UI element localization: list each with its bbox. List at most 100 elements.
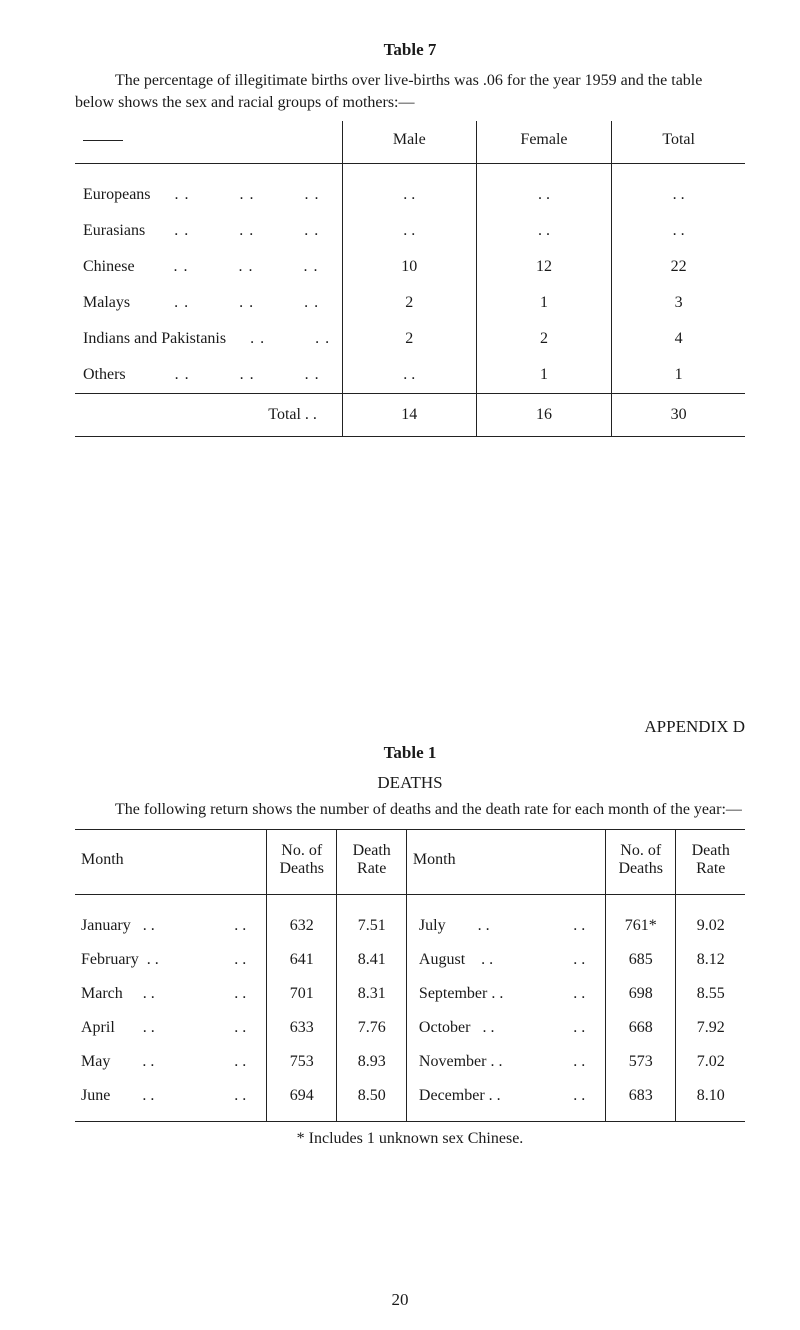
table-row: Chinese . . . . . . 10 12 22 xyxy=(75,249,745,285)
t7-hdr-female: Female xyxy=(476,121,612,164)
table-row: January . . . . 632 7.51 July . . . . 76… xyxy=(75,894,745,943)
t1-no: 685 xyxy=(605,943,675,977)
dots: . . xyxy=(567,1011,605,1045)
dots: . . xyxy=(567,1079,605,1122)
t1-month: February . . xyxy=(75,943,228,977)
t7-female: 12 xyxy=(476,249,612,285)
t7-hdr-blank xyxy=(75,121,342,164)
t7-male: 2 xyxy=(342,285,476,321)
table-row: March . . . . 701 8.31 September . . . .… xyxy=(75,977,745,1011)
table-row: Malays . . . . . . 2 1 3 xyxy=(75,285,745,321)
t1-month: May . . xyxy=(75,1045,228,1079)
t1-no: 633 xyxy=(266,1011,336,1045)
t7-male: . . xyxy=(342,213,476,249)
t7-female: 1 xyxy=(476,285,612,321)
t7-total-male: 14 xyxy=(342,394,476,437)
t1-no: 573 xyxy=(605,1045,675,1079)
t1-no: 694 xyxy=(266,1079,336,1122)
t7-male: 2 xyxy=(342,321,476,357)
t7-female: 2 xyxy=(476,321,612,357)
table-row: Indians and Pakistanis . . . . 2 2 4 xyxy=(75,321,745,357)
t7-total-female: 16 xyxy=(476,394,612,437)
dots: . . xyxy=(228,1079,266,1122)
page-number: 20 xyxy=(0,1290,800,1310)
table-row: May . . . . 753 8.93 November . . . . 57… xyxy=(75,1045,745,1079)
t7-male: . . xyxy=(342,164,476,214)
t1-month: June . . xyxy=(75,1079,228,1122)
table1-footnote: * Includes 1 unknown sex Chinese. xyxy=(75,1121,745,1154)
t1-month: March . . xyxy=(75,977,228,1011)
dots: . . xyxy=(228,1011,266,1045)
t1-rate: 7.76 xyxy=(337,1011,406,1045)
t1-no: 641 xyxy=(266,943,336,977)
t7-hdr-total: Total xyxy=(612,121,745,164)
t1-hdr-month-r: Month xyxy=(406,829,605,894)
table-row: Eurasians . . . . . . . . . . . . xyxy=(75,213,745,249)
appendix-label: APPENDIX D xyxy=(75,717,745,737)
dots: . . xyxy=(567,977,605,1011)
t1-month: August . . xyxy=(406,943,567,977)
t1-hdr-month-l: Month xyxy=(75,829,266,894)
table7-title: Table 7 xyxy=(75,40,745,60)
page: Table 7 The percentage of illegitimate b… xyxy=(0,0,800,1330)
t7-label: Chinese . . . . . . xyxy=(75,249,342,285)
t1-month: September . . xyxy=(406,977,567,1011)
t7-total: 1 xyxy=(612,357,745,394)
t1-month: December . . xyxy=(406,1079,567,1122)
t1-no: 683 xyxy=(605,1079,675,1122)
t1-rate: 8.31 xyxy=(337,977,406,1011)
t1-month: October . . xyxy=(406,1011,567,1045)
t1-month: November . . xyxy=(406,1045,567,1079)
t7-female: . . xyxy=(476,164,612,214)
dots: . . xyxy=(228,977,266,1011)
t1-rate: 9.02 xyxy=(676,894,745,943)
t1-rate: 7.92 xyxy=(676,1011,745,1045)
t1-hdr-rate-r: DeathRate xyxy=(676,829,745,894)
table-row: Others . . . . . . . . 1 1 xyxy=(75,357,745,394)
t7-label: Indians and Pakistanis . . . . xyxy=(75,321,342,357)
t1-rate: 7.02 xyxy=(676,1045,745,1079)
t1-no: 753 xyxy=(266,1045,336,1079)
t7-total: 22 xyxy=(612,249,745,285)
t1-rate: 8.50 xyxy=(337,1079,406,1122)
table7: Male Female Total Europeans . . . . . . … xyxy=(75,121,745,437)
t1-hdr-no-r: No. ofDeaths xyxy=(605,829,675,894)
t1-no: 701 xyxy=(266,977,336,1011)
t1-rate: 8.41 xyxy=(337,943,406,977)
table1: Month No. ofDeaths DeathRate Month No. o… xyxy=(75,829,745,1154)
t1-rate: 7.51 xyxy=(337,894,406,943)
t1-rate: 8.10 xyxy=(676,1079,745,1122)
t7-total-row: Total . . 14 16 30 xyxy=(75,394,745,437)
t7-label: Malays . . . . . . xyxy=(75,285,342,321)
table1-title: Table 1 xyxy=(75,743,745,763)
dots: . . xyxy=(567,1045,605,1079)
t7-label: Others . . . . . . xyxy=(75,357,342,394)
t7-total-total: 30 xyxy=(612,394,745,437)
t1-rate: 8.93 xyxy=(337,1045,406,1079)
t7-hdr-male: Male xyxy=(342,121,476,164)
t7-female: . . xyxy=(476,213,612,249)
t7-total: . . xyxy=(612,213,745,249)
t1-no: 668 xyxy=(605,1011,675,1045)
t1-month: January . . xyxy=(75,894,228,943)
t7-label: Eurasians . . . . . . xyxy=(75,213,342,249)
table-row: April . . . . 633 7.76 October . . . . 6… xyxy=(75,1011,745,1045)
table-row: February . . . . 641 8.41 August . . . .… xyxy=(75,943,745,977)
t7-total: 3 xyxy=(612,285,745,321)
t1-no: 632 xyxy=(266,894,336,943)
t7-female: 1 xyxy=(476,357,612,394)
t7-male: . . xyxy=(342,357,476,394)
dots: . . xyxy=(228,1045,266,1079)
dots: . . xyxy=(567,894,605,943)
table-row: June . . . . 694 8.50 December . . . . 6… xyxy=(75,1079,745,1122)
t7-total: 4 xyxy=(612,321,745,357)
t7-total: . . xyxy=(612,164,745,214)
table1-intro: The following return shows the number of… xyxy=(75,799,745,821)
table-row: Europeans . . . . . . . . . . . . xyxy=(75,164,745,214)
t1-hdr-no-l: No. ofDeaths xyxy=(266,829,336,894)
t1-no: 761* xyxy=(605,894,675,943)
t1-rate: 8.55 xyxy=(676,977,745,1011)
t1-month: July . . xyxy=(406,894,567,943)
table7-intro: The percentage of illegitimate births ov… xyxy=(75,70,745,113)
t1-hdr-rate-l: DeathRate xyxy=(337,829,406,894)
